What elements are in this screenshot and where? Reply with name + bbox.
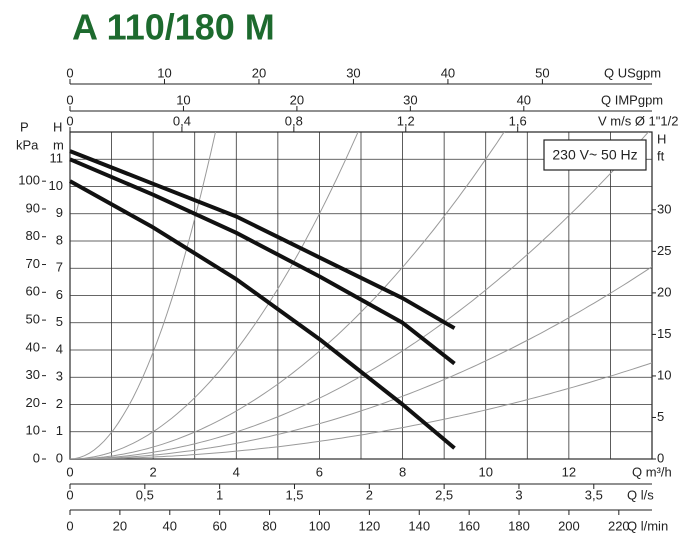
axis-unit: ft bbox=[657, 148, 665, 163]
system-curve bbox=[70, 266, 652, 459]
x-tick-label: 120 bbox=[359, 518, 381, 533]
x-tick-label: 10 bbox=[176, 92, 190, 107]
x-tick-label: 0 bbox=[66, 518, 73, 533]
x-tick-label: 200 bbox=[558, 518, 580, 533]
y-tick-label: 4 bbox=[56, 341, 63, 356]
y-tick-label: 0 bbox=[56, 450, 63, 465]
axis-unit: kPa bbox=[16, 137, 39, 152]
y-tick-label: 15 bbox=[657, 326, 671, 341]
system-curve bbox=[70, 132, 359, 459]
x-tick-label: 0 bbox=[66, 65, 73, 80]
x-tick-label: 20 bbox=[290, 92, 304, 107]
chart-title: A 110/180 M bbox=[72, 7, 275, 48]
y-tick-label: 25 bbox=[657, 243, 671, 258]
x-tick-label: 1 bbox=[216, 487, 223, 502]
x-tick-label: 2 bbox=[150, 464, 157, 479]
y-tick-label: 50 bbox=[26, 312, 40, 327]
y-axis-label: H bbox=[53, 119, 62, 134]
y-axis-unit: m bbox=[53, 137, 64, 152]
y-tick-label: 5 bbox=[56, 314, 63, 329]
x-tick-label: 30 bbox=[403, 92, 417, 107]
x-tick-label: 0 bbox=[66, 92, 73, 107]
x-tick-label: 4 bbox=[233, 464, 240, 479]
y-tick-label: 60 bbox=[26, 284, 40, 299]
y-tick-label: 70 bbox=[26, 256, 40, 271]
x-tick-label: 20 bbox=[252, 65, 266, 80]
y-tick-label: 20 bbox=[26, 395, 40, 410]
axis-label: Q IMPgpm bbox=[601, 92, 663, 107]
x-tick-label: 60 bbox=[212, 518, 226, 533]
x-tick-label: 2 bbox=[366, 487, 373, 502]
y-tick-label: 8 bbox=[56, 232, 63, 247]
x-tick-label: 0 bbox=[66, 113, 73, 128]
x-tick-label: 50 bbox=[535, 65, 549, 80]
y-tick-label: 80 bbox=[26, 228, 40, 243]
x-tick-label: 8 bbox=[399, 464, 406, 479]
annotation: 230 V~ 50 Hz bbox=[552, 147, 637, 163]
x-tick-label: 3,5 bbox=[585, 487, 603, 502]
y-tick-label: 6 bbox=[56, 287, 63, 302]
y-tick-label: 11 bbox=[50, 151, 64, 166]
x-tick-label: 180 bbox=[508, 518, 530, 533]
x-tick-label: 2,5 bbox=[435, 487, 453, 502]
x-tick-label: 140 bbox=[408, 518, 430, 533]
y-tick-label: 100 bbox=[18, 173, 40, 188]
x-tick-label: 160 bbox=[458, 518, 480, 533]
y-tick-label: 40 bbox=[26, 339, 40, 354]
y-tick-label: 90 bbox=[26, 200, 40, 215]
x-tick-label: 30 bbox=[346, 65, 360, 80]
x-tick-label: 40 bbox=[441, 65, 455, 80]
pump-curve bbox=[69, 179, 456, 450]
x-axis-label: Q m³/h bbox=[632, 464, 672, 479]
pump-curve bbox=[69, 149, 456, 330]
y-tick-label: 30 bbox=[657, 201, 671, 216]
y-tick-label: 10 bbox=[26, 423, 40, 438]
y-tick-label: 9 bbox=[56, 205, 63, 220]
axis-label: Q USgpm bbox=[604, 65, 661, 80]
x-tick-label: 10 bbox=[478, 464, 492, 479]
x-tick-label: 80 bbox=[262, 518, 276, 533]
x-tick-label: 40 bbox=[517, 92, 531, 107]
x-tick-label: 0,8 bbox=[285, 113, 303, 128]
x-tick-label: 220 bbox=[608, 518, 630, 533]
y-tick-label: 0 bbox=[33, 450, 40, 465]
axis-label: P bbox=[20, 119, 29, 134]
system-curve bbox=[70, 362, 652, 459]
x-tick-label: 3 bbox=[515, 487, 522, 502]
y-tick-label: 10 bbox=[49, 178, 63, 193]
y-tick-label: 10 bbox=[657, 367, 671, 382]
y-tick-label: 2 bbox=[56, 396, 63, 411]
y-tick-label: 0 bbox=[657, 450, 664, 465]
x-tick-label: 100 bbox=[309, 518, 331, 533]
x-tick-label: 0 bbox=[66, 487, 73, 502]
x-tick-label: 0,4 bbox=[173, 113, 191, 128]
x-tick-label: 10 bbox=[157, 65, 171, 80]
x-tick-label: 0 bbox=[66, 464, 73, 479]
x-tick-label: 40 bbox=[163, 518, 177, 533]
y-tick-label: 20 bbox=[657, 284, 671, 299]
x-tick-label: 1,5 bbox=[285, 487, 303, 502]
y-tick-label: 30 bbox=[26, 367, 40, 382]
y-tick-label: 7 bbox=[56, 260, 63, 275]
axis-label: Q l/s bbox=[627, 487, 654, 502]
y-tick-label: 3 bbox=[56, 369, 63, 384]
x-tick-label: 6 bbox=[316, 464, 323, 479]
x-tick-label: 1,6 bbox=[509, 113, 527, 128]
annotation-box bbox=[543, 139, 647, 171]
x-tick-label: 12 bbox=[562, 464, 576, 479]
y-tick-label: 5 bbox=[657, 409, 664, 424]
axis-label: Q l/min bbox=[627, 518, 668, 533]
system-curve bbox=[70, 132, 650, 459]
y-tick-label: 1 bbox=[56, 423, 63, 438]
x-tick-label: 1,2 bbox=[397, 113, 415, 128]
system-curve bbox=[70, 132, 216, 459]
x-tick-label: 20 bbox=[113, 518, 127, 533]
axis-label: V m/s Ø 1"1/2 bbox=[598, 113, 678, 128]
x-tick-label: 0,5 bbox=[136, 487, 154, 502]
pump-curve bbox=[69, 157, 456, 366]
system-curve bbox=[70, 132, 505, 459]
axis-label: H bbox=[657, 131, 666, 146]
